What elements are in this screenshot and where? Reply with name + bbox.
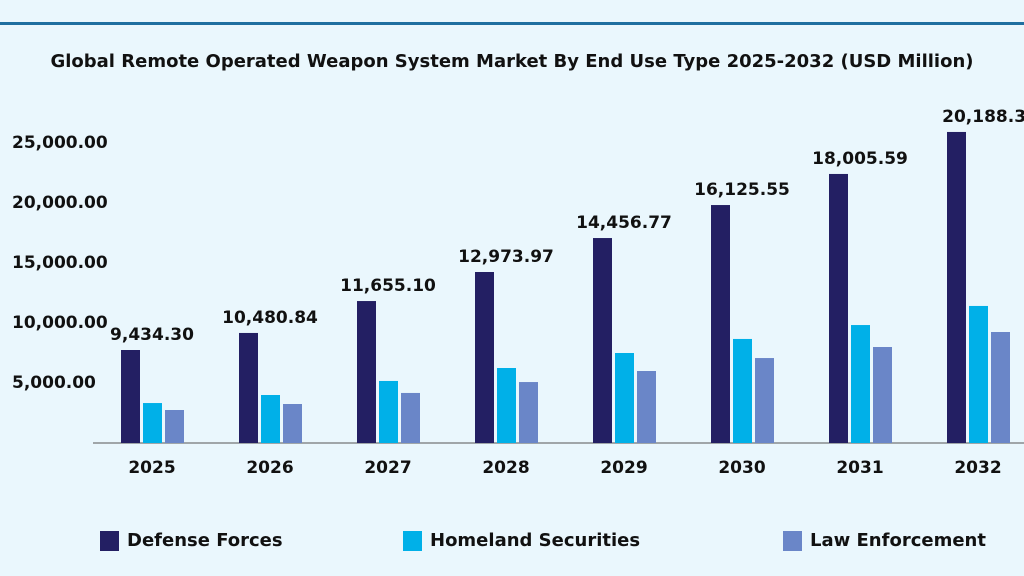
y-tick-label: 15,000.00 xyxy=(12,253,108,273)
x-tick-label: 2028 xyxy=(482,458,529,478)
annotation: 18,005.59 xyxy=(812,149,908,169)
x-tick-label: 2027 xyxy=(364,458,411,478)
bar xyxy=(593,238,612,443)
annotation: 12,973.97 xyxy=(458,247,554,267)
chart-title: Global Remote Operated Weapon System Mar… xyxy=(50,51,973,72)
bar xyxy=(121,350,140,443)
x-tick-label: 2026 xyxy=(246,458,293,478)
y-tick-label: 20,000.00 xyxy=(12,193,108,213)
legend-label: Homeland Securities xyxy=(430,530,640,551)
bar xyxy=(851,325,870,443)
y-tick-label: 5,000.00 xyxy=(12,373,96,393)
bar xyxy=(143,403,162,443)
bar xyxy=(497,368,516,443)
legend-label: Defense Forces xyxy=(127,530,283,551)
legend-swatch xyxy=(403,531,422,551)
bar xyxy=(519,382,538,443)
bar xyxy=(475,272,494,443)
top-border xyxy=(0,22,1024,25)
bar xyxy=(401,392,420,443)
bar xyxy=(711,205,730,443)
bar xyxy=(239,332,258,443)
x-tick-label: 2032 xyxy=(954,458,1001,478)
y-tick-label: 25,000.00 xyxy=(12,133,108,153)
bar xyxy=(873,347,892,443)
bar xyxy=(637,371,656,443)
annotation: 16,125.55 xyxy=(694,180,790,200)
bar xyxy=(947,131,966,443)
x-tick-label: 2025 xyxy=(128,458,175,478)
x-tick-label: 2031 xyxy=(836,458,883,478)
bar xyxy=(615,353,634,443)
bar xyxy=(165,410,184,443)
x-tick-label: 2030 xyxy=(718,458,765,478)
annotation: 9,434.30 xyxy=(110,325,194,345)
bar xyxy=(829,173,848,443)
annotation: 11,655.10 xyxy=(340,276,436,296)
annotation: 10,480.84 xyxy=(222,308,318,328)
bar xyxy=(379,380,398,443)
y-tick-label: 10,000.00 xyxy=(12,313,108,333)
annotation: 20,188.38 xyxy=(942,107,1024,127)
legend-label: Law Enforcement xyxy=(810,530,986,551)
bar xyxy=(283,404,302,443)
annotation: 14,456.77 xyxy=(576,213,672,233)
bar xyxy=(755,358,774,443)
bar xyxy=(991,332,1010,443)
bar xyxy=(261,395,280,443)
legend-swatch xyxy=(100,531,119,551)
bar xyxy=(357,301,376,443)
bar xyxy=(733,338,752,443)
legend-swatch xyxy=(783,531,802,551)
bar xyxy=(969,305,988,443)
x-tick-label: 2029 xyxy=(600,458,647,478)
